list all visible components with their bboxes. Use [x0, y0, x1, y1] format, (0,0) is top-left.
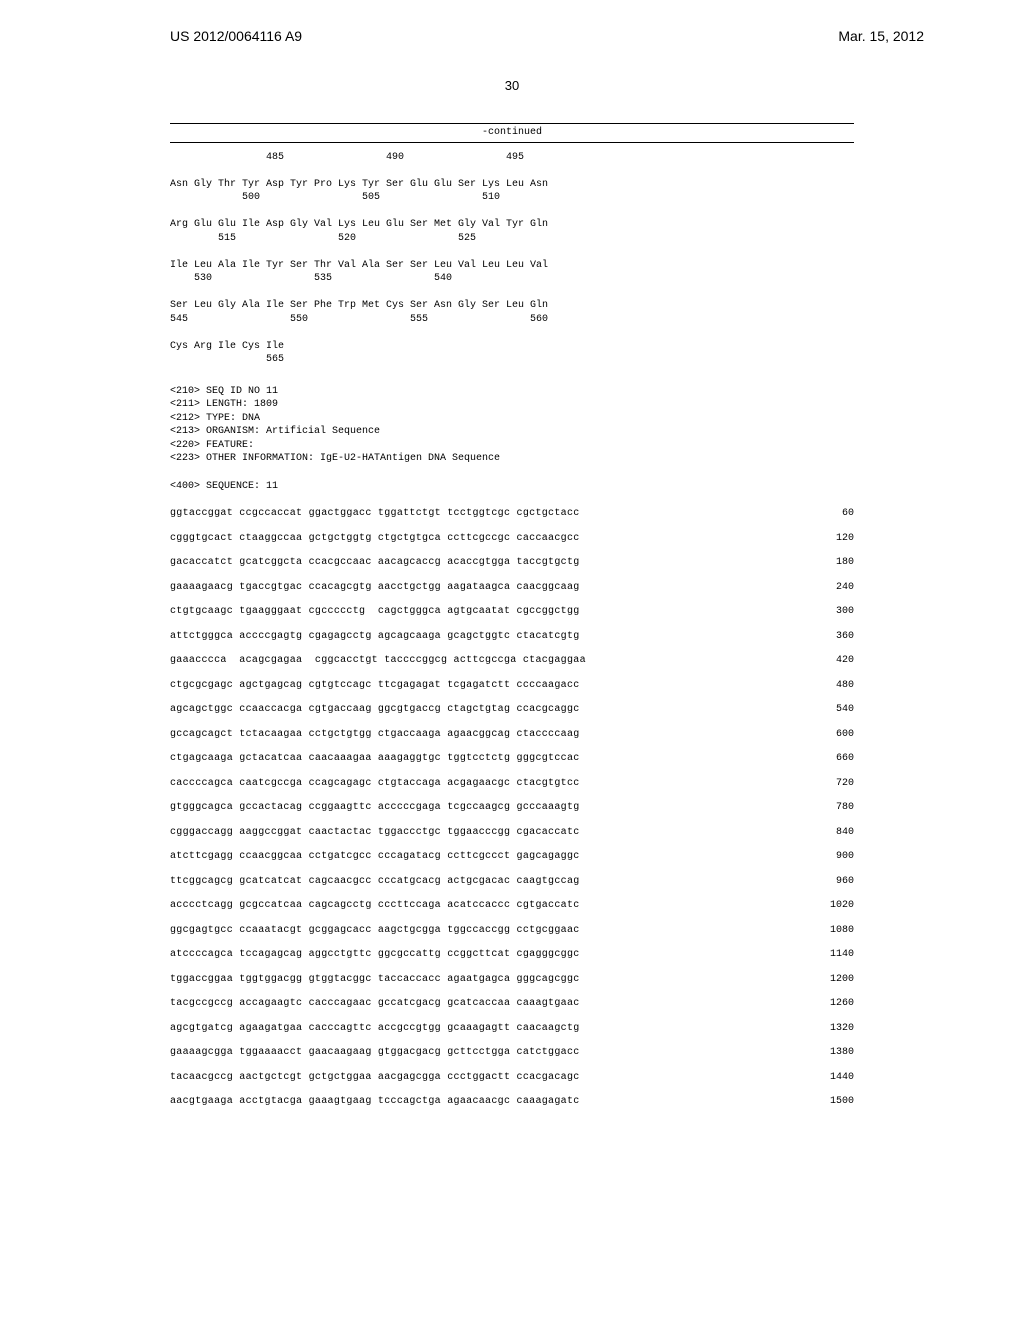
- dna-sequence-text: ctgtgcaagc tgaagggaat cgccccctg cagctggg…: [170, 605, 580, 619]
- dna-sequence-text: agcgtgatcg agaagatgaa cacccagttc accgccg…: [170, 1022, 580, 1036]
- dna-sequence-text: agcagctggc ccaaccacga cgtgaccaag ggcgtga…: [170, 703, 580, 717]
- dna-sequence-line: ggcgagtgcc ccaaatacgt gcggagcacc aagctgc…: [170, 924, 854, 938]
- sequence-400-label: <400> SEQUENCE: 11: [170, 480, 854, 494]
- dna-sequence-text: caccccagca caatcgccga ccagcagagc ctgtacc…: [170, 777, 580, 791]
- dna-position-number: 1320: [814, 1022, 854, 1036]
- dna-position-number: 60: [814, 507, 854, 521]
- dna-position-number: 240: [814, 581, 854, 595]
- dna-sequence-text: gccagcagct tctacaagaa cctgctgtgg ctgacca…: [170, 728, 580, 742]
- dna-sequence-line: gtgggcagca gccactacag ccggaagttc acccccg…: [170, 801, 854, 815]
- dna-position-number: 660: [814, 752, 854, 766]
- dna-position-number: 1200: [814, 973, 854, 987]
- dna-sequence-text: ggtaccggat ccgccaccat ggactggacc tggattc…: [170, 507, 580, 521]
- dna-position-number: 1140: [814, 948, 854, 962]
- dna-sequence-line: ggtaccggat ccgccaccat ggactggacc tggattc…: [170, 507, 854, 521]
- divider-top: [170, 123, 854, 124]
- dna-sequence-line: caccccagca caatcgccga ccagcagagc ctgtacc…: [170, 777, 854, 791]
- dna-position-number: 300: [814, 605, 854, 619]
- dna-position-number: 1260: [814, 997, 854, 1011]
- dna-position-number: 1440: [814, 1071, 854, 1085]
- dna-position-number: 360: [814, 630, 854, 644]
- dna-sequence-text: ggcgagtgcc ccaaatacgt gcggagcacc aagctgc…: [170, 924, 580, 938]
- dna-sequence-text: cgggaccagg aaggccggat caactactac tggaccc…: [170, 826, 580, 840]
- dna-position-number: 840: [814, 826, 854, 840]
- dna-sequence-line: gccagcagct tctacaagaa cctgctgtgg ctgacca…: [170, 728, 854, 742]
- dna-sequence-line: ttcggcagcg gcatcatcat cagcaacgcc cccatgc…: [170, 875, 854, 889]
- publication-date: Mar. 15, 2012: [838, 28, 924, 44]
- dna-sequence-text: ctgcgcgagc agctgagcag cgtgtccagc ttcgaga…: [170, 679, 580, 693]
- dna-sequence-line: atccccagca tccagagcag aggcctgttc ggcgcca…: [170, 948, 854, 962]
- dna-position-number: 780: [814, 801, 854, 815]
- dna-sequence-text: atcttcgagg ccaacggcaa cctgatcgcc cccagat…: [170, 850, 580, 864]
- dna-position-number: 180: [814, 556, 854, 570]
- dna-sequence-text: acccctcagg gcgccatcaa cagcagcctg cccttcc…: [170, 899, 580, 913]
- dna-position-number: 540: [814, 703, 854, 717]
- dna-sequence-line: ctgagcaaga gctacatcaa caacaaagaa aaagagg…: [170, 752, 854, 766]
- dna-sequence-text: tacaacgccg aactgctcgt gctgctggaa aacgagc…: [170, 1071, 580, 1085]
- dna-sequence-text: ttcggcagcg gcatcatcat cagcaacgcc cccatgc…: [170, 875, 580, 889]
- dna-sequence-line: gaaaagcgga tggaaaacct gaacaagaag gtggacg…: [170, 1046, 854, 1060]
- dna-sequence-line: attctgggca accccgagtg cgagagcctg agcagca…: [170, 630, 854, 644]
- dna-sequence-line: aacgtgaaga acctgtacga gaaagtgaag tcccagc…: [170, 1095, 854, 1109]
- dna-sequence-text: cgggtgcact ctaaggccaa gctgctggtg ctgctgt…: [170, 532, 580, 546]
- dna-sequence-line: acccctcagg gcgccatcaa cagcagcctg cccttcc…: [170, 899, 854, 913]
- sequence-header: <210> SEQ ID NO 11 <211> LENGTH: 1809 <2…: [170, 385, 854, 466]
- dna-position-number: 900: [814, 850, 854, 864]
- dna-sequence-text: gaaaagaacg tgaccgtgac ccacagcgtg aacctgc…: [170, 581, 580, 595]
- dna-sequence-line: gaaacccca acagcgagaa cggcacctgt taccccgg…: [170, 654, 854, 668]
- dna-sequence-line: gacaccatct gcatcggcta ccacgccaac aacagca…: [170, 556, 854, 570]
- publication-number: US 2012/0064116 A9: [170, 28, 302, 44]
- dna-position-number: 120: [814, 532, 854, 546]
- dna-position-number: 1500: [814, 1095, 854, 1109]
- dna-sequence-line: gaaaagaacg tgaccgtgac ccacagcgtg aacctgc…: [170, 581, 854, 595]
- dna-sequence-text: tggaccggaa tggtggacgg gtggtacggc taccacc…: [170, 973, 580, 987]
- dna-sequence-line: cgggaccagg aaggccggat caactactac tggaccc…: [170, 826, 854, 840]
- divider-bottom: [170, 142, 854, 143]
- dna-sequence-line: cgggtgcact ctaaggccaa gctgctggtg ctgctgt…: [170, 532, 854, 546]
- dna-sequence-text: atccccagca tccagagcag aggcctgttc ggcgcca…: [170, 948, 580, 962]
- sequence-content: -continued 485 490 495 Asn Gly Thr Tyr A…: [0, 123, 1024, 1109]
- dna-sequence-text: gtgggcagca gccactacag ccggaagttc acccccg…: [170, 801, 580, 815]
- dna-position-number: 1380: [814, 1046, 854, 1060]
- dna-sequence-line: tggaccggaa tggtggacgg gtggtacggc taccacc…: [170, 973, 854, 987]
- dna-position-number: 600: [814, 728, 854, 742]
- dna-sequence-text: attctgggca accccgagtg cgagagcctg agcagca…: [170, 630, 580, 644]
- page-number: 30: [0, 78, 1024, 93]
- dna-position-number: 420: [814, 654, 854, 668]
- dna-sequence-line: tacgccgccg accagaagtc cacccagaac gccatcg…: [170, 997, 854, 1011]
- dna-sequence-block: ggtaccggat ccgccaccat ggactggacc tggattc…: [170, 507, 854, 1109]
- dna-sequence-text: gaaacccca acagcgagaa cggcacctgt taccccgg…: [170, 654, 586, 668]
- dna-sequence-text: tacgccgccg accagaagtc cacccagaac gccatcg…: [170, 997, 580, 1011]
- dna-sequence-line: agcagctggc ccaaccacga cgtgaccaag ggcgtga…: [170, 703, 854, 717]
- dna-position-number: 480: [814, 679, 854, 693]
- dna-sequence-text: gaaaagcgga tggaaaacct gaacaagaag gtggacg…: [170, 1046, 580, 1060]
- dna-position-number: 1020: [814, 899, 854, 913]
- dna-sequence-line: tacaacgccg aactgctcgt gctgctggaa aacgagc…: [170, 1071, 854, 1085]
- dna-position-number: 960: [814, 875, 854, 889]
- dna-sequence-line: ctgcgcgagc agctgagcag cgtgtccagc ttcgaga…: [170, 679, 854, 693]
- continued-label: -continued: [170, 126, 854, 140]
- dna-sequence-line: atcttcgagg ccaacggcaa cctgatcgcc cccagat…: [170, 850, 854, 864]
- dna-sequence-text: gacaccatct gcatcggcta ccacgccaac aacagca…: [170, 556, 580, 570]
- protein-sequence-block: 485 490 495 Asn Gly Thr Tyr Asp Tyr Pro …: [170, 151, 854, 367]
- dna-position-number: 1080: [814, 924, 854, 938]
- dna-position-number: 720: [814, 777, 854, 791]
- dna-sequence-line: ctgtgcaagc tgaagggaat cgccccctg cagctggg…: [170, 605, 854, 619]
- dna-sequence-text: ctgagcaaga gctacatcaa caacaaagaa aaagagg…: [170, 752, 580, 766]
- dna-sequence-line: agcgtgatcg agaagatgaa cacccagttc accgccg…: [170, 1022, 854, 1036]
- dna-sequence-text: aacgtgaaga acctgtacga gaaagtgaag tcccagc…: [170, 1095, 580, 1109]
